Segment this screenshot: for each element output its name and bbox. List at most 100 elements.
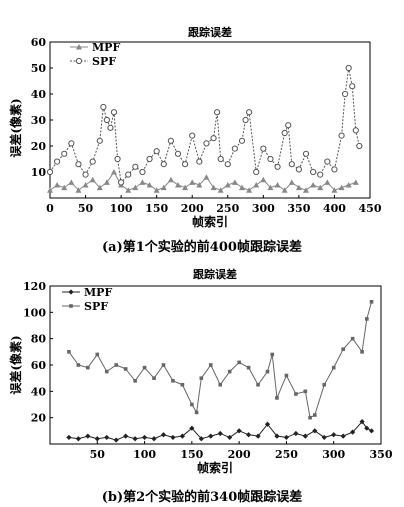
data-point-mpf (160, 432, 167, 438)
data-point-mpf (139, 179, 146, 185)
data-point-spf (114, 363, 118, 367)
data-point-mpf (189, 425, 195, 431)
chart-2-ylabel: 误差(像素) (8, 335, 23, 394)
data-point-mpf (94, 436, 100, 442)
y-tick-label: 60 (31, 359, 47, 372)
data-point-spf (110, 109, 118, 116)
data-point-spf (313, 413, 317, 417)
data-point-mpf (82, 182, 89, 188)
x-tick-label: 400 (323, 202, 346, 215)
data-point-mpf (89, 176, 96, 183)
data-point-mpf (196, 182, 203, 188)
data-point-spf (294, 392, 298, 396)
data-point-mpf (317, 184, 324, 191)
chart-1-plot: 0 50 100 150 200 250 300 350 400 450 10 20 30 40 50 60 M… (31, 36, 382, 215)
data-point-spf (260, 145, 267, 152)
data-point-spf (174, 150, 182, 157)
y-tick-label: 100 (23, 306, 46, 319)
data-point-spf (153, 148, 160, 155)
data-point-mpf (123, 433, 129, 439)
y-tick-label: 40 (31, 385, 47, 398)
data-point-mpf (75, 436, 81, 442)
data-point-spf (237, 360, 241, 365)
x-tick-label: 200 (228, 448, 251, 461)
data-point-spf (210, 135, 217, 142)
data-point-spf (96, 137, 103, 144)
series-line-spf (49, 67, 360, 184)
data-point-mpf (281, 187, 288, 193)
data-point-mpf (260, 176, 267, 183)
data-point-spf (246, 365, 251, 370)
data-point-spf (217, 155, 224, 163)
data-point-spf (182, 161, 189, 168)
data-point-spf (288, 161, 295, 168)
series-spf (46, 64, 363, 186)
data-point-spf (75, 161, 82, 168)
data-point-spf (350, 336, 355, 341)
data-point-spf (270, 352, 275, 357)
data-point-spf (246, 109, 253, 116)
data-point-mpf (66, 434, 72, 441)
data-point-mpf (340, 433, 346, 439)
data-point-spf (308, 415, 312, 420)
data-point-mpf (203, 174, 210, 180)
data-point-spf (369, 300, 374, 304)
data-point-spf (61, 150, 68, 157)
data-point-spf (285, 122, 292, 129)
data-point-spf (100, 103, 107, 111)
y-tick-label: 20 (31, 140, 47, 153)
data-point-spf (284, 373, 289, 378)
data-point-mpf (75, 187, 82, 193)
data-point-spf (142, 365, 147, 370)
data-point-spf (194, 410, 199, 415)
series-spf (67, 300, 374, 420)
data-point-mpf (364, 425, 370, 431)
x-tick-label: 300 (252, 202, 275, 215)
data-point-mpf (96, 184, 103, 191)
data-point-spf (86, 365, 90, 370)
data-point-mpf (253, 182, 260, 188)
legend-label-spf: SPF (92, 55, 116, 68)
chart-2-xlabel: 帧索引 (197, 460, 233, 475)
series-line-mpf (68, 420, 372, 441)
data-point-spf (82, 171, 89, 178)
data-point-spf (133, 379, 137, 383)
y-tick-label: 10 (31, 166, 47, 179)
data-point-spf (338, 132, 345, 139)
data-point-mpf (175, 182, 181, 188)
legend-marker-spf (69, 304, 73, 308)
data-point-mpf (303, 187, 309, 193)
legend-label-mpf: MPF (92, 41, 120, 54)
data-point-mpf (160, 184, 167, 191)
data-point-mpf (170, 434, 176, 441)
data-point-spf (89, 158, 96, 165)
data-point-mpf (231, 179, 238, 185)
data-point-spf (281, 129, 288, 137)
chart-1-title: 跟踪误差 (188, 25, 232, 39)
data-point-mpf (288, 179, 295, 185)
data-point-spf (76, 363, 81, 367)
series-line-mpf (49, 171, 356, 191)
data-point-spf (67, 350, 71, 354)
data-point-mpf (113, 437, 119, 443)
data-point-mpf (217, 430, 223, 437)
data-point-mpf (198, 436, 204, 442)
data-point-mpf (104, 434, 110, 441)
data-point-spf (231, 145, 238, 152)
data-point-mpf (274, 182, 281, 188)
data-point-mpf (368, 428, 375, 434)
data-point-mpf (68, 179, 75, 185)
data-point-spf (274, 163, 281, 170)
data-point-spf (224, 161, 231, 168)
data-point-spf (331, 166, 338, 173)
legend-label-mpf: MPF (84, 286, 112, 299)
data-point-spf (167, 137, 174, 144)
x-tick-label: 250 (216, 202, 239, 215)
data-point-spf (160, 161, 167, 168)
data-point-spf (103, 116, 110, 124)
data-point-mpf (189, 179, 196, 185)
data-point-mpf (302, 433, 308, 439)
x-tick-label: 350 (287, 202, 310, 215)
x-tick-label: 0 (46, 202, 54, 215)
data-point-mpf (293, 430, 299, 437)
